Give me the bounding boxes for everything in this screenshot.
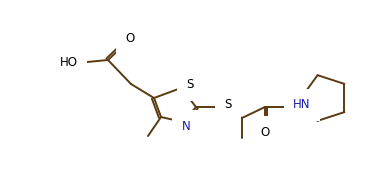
Text: HO: HO	[60, 56, 78, 69]
Text: S: S	[186, 79, 193, 91]
Text: HN: HN	[293, 98, 311, 112]
Text: S: S	[224, 98, 231, 112]
Text: O: O	[260, 125, 270, 139]
Text: N: N	[182, 119, 191, 133]
Text: O: O	[125, 32, 135, 46]
